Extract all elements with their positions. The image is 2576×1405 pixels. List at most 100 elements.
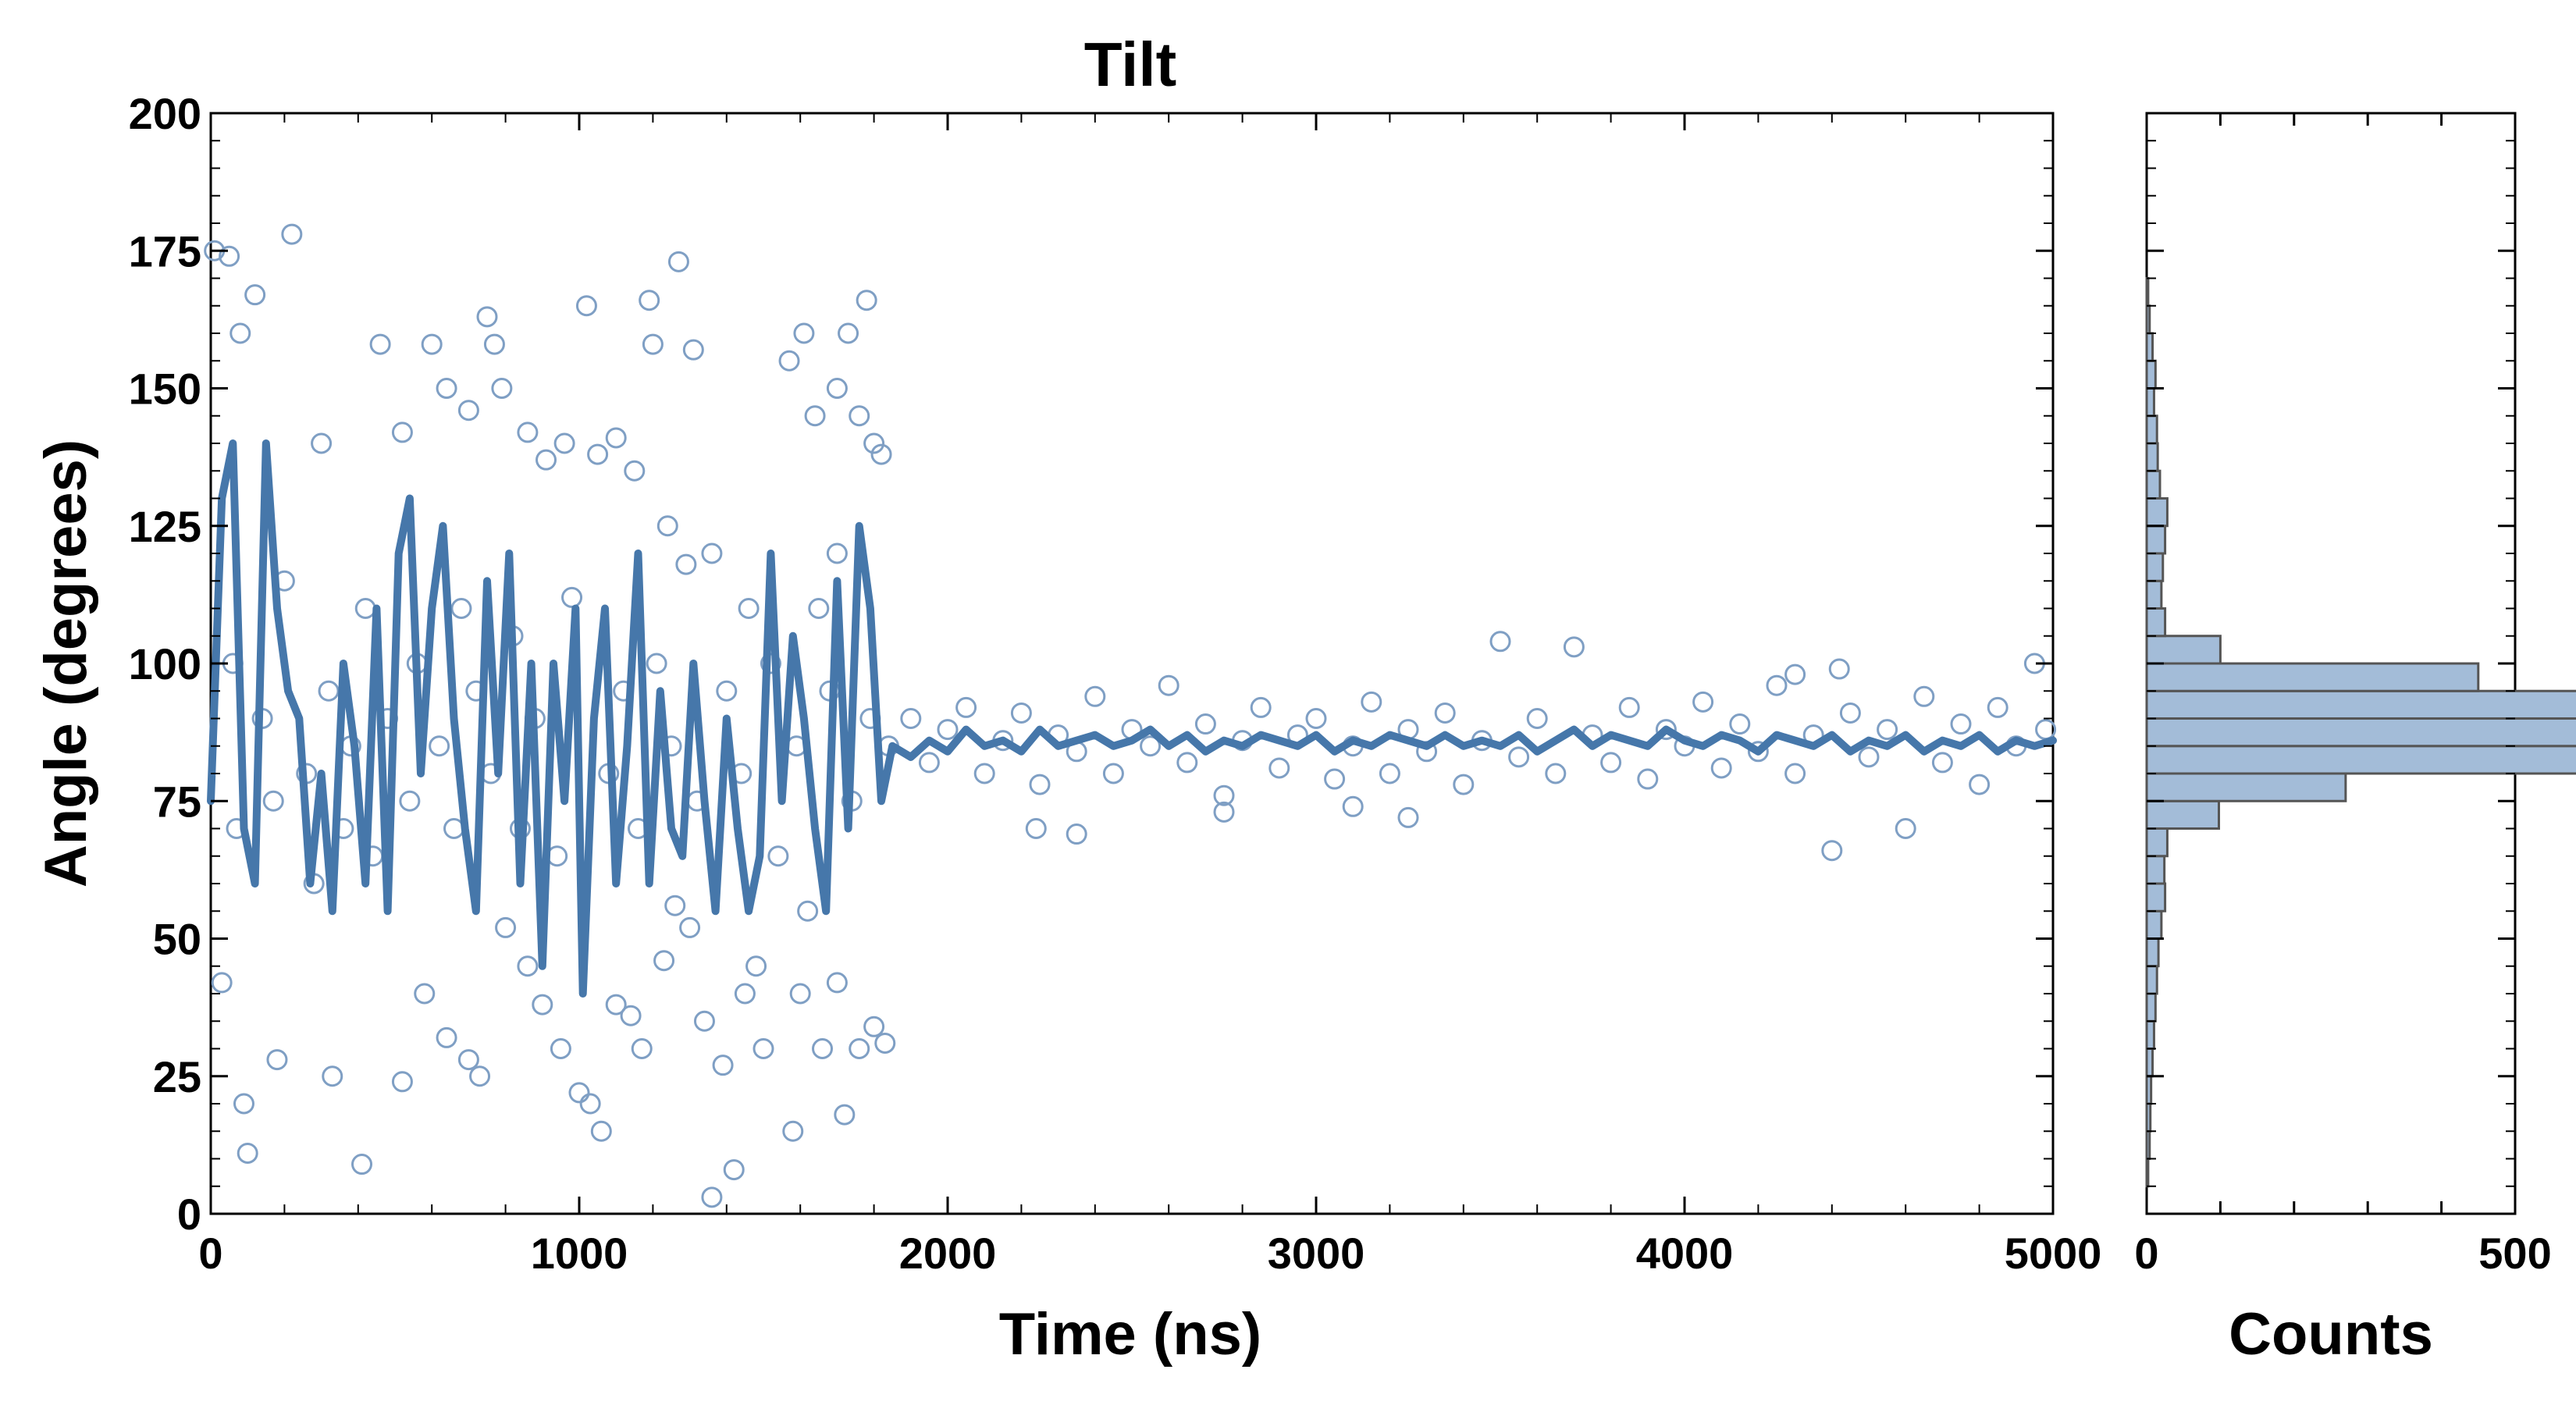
scatter-point (701, 1186, 723, 1208)
scatter-point (354, 598, 376, 619)
histogram-bar (2145, 745, 2576, 775)
scatter-point (1194, 713, 1216, 735)
x-tick-label: 5000 (2005, 1229, 2102, 1278)
scatter-point (1950, 713, 1972, 735)
scatter-point (318, 680, 340, 702)
x-tick-label: 0 (198, 1229, 222, 1278)
scatter-point (517, 955, 539, 977)
scatter-point (639, 290, 660, 311)
scatter-point (1913, 685, 1935, 707)
histogram-bar (2145, 635, 2222, 665)
scatter-point (1877, 719, 1898, 741)
scatter-point (656, 515, 678, 537)
scatter-point (281, 223, 303, 245)
histogram-bar (2145, 552, 2165, 582)
scatter-point (701, 542, 723, 564)
scatter-point (624, 460, 646, 482)
scatter-point (797, 900, 819, 922)
scatter-point (937, 719, 959, 741)
scatter-point (1453, 774, 1475, 795)
main-ticks: 0 1000 2000 3000 4000 5000 0 25 50 75 100 125 150 175… (129, 89, 2102, 1278)
histogram-x-axis-label: Counts (2229, 1301, 2433, 1368)
scatter-point (838, 322, 859, 344)
scatter-point (682, 339, 704, 361)
scatter-point (1895, 818, 1916, 839)
scatter-point (535, 449, 557, 471)
histogram-bar (2145, 497, 2169, 528)
histogram-bar (2145, 855, 2166, 885)
scatter-point (1010, 702, 1032, 724)
scatter-point (804, 405, 826, 427)
scatter-point (1692, 691, 1714, 713)
histogram-bar (2145, 442, 2159, 472)
scatter-point (605, 994, 627, 1016)
histogram-bar (2145, 579, 2163, 610)
scatter-point (793, 322, 815, 344)
histogram-bar (2145, 965, 2158, 995)
x-tick-label: 4000 (1636, 1229, 1734, 1278)
scatter-point (1526, 708, 1548, 729)
scatter-point (738, 598, 760, 619)
scatter-point (826, 542, 848, 564)
histogram-bar (2145, 1129, 2151, 1160)
scatter-point (826, 378, 848, 399)
scatter-point (568, 1082, 590, 1104)
histogram-bar (2145, 525, 2167, 555)
y-tick-label: 200 (129, 89, 201, 138)
histogram-bar (2145, 689, 2576, 720)
histogram-bar (2145, 882, 2167, 912)
scatter-point (436, 1026, 457, 1048)
histogram-bar (2145, 799, 2221, 830)
scatter-point (716, 680, 738, 702)
scatter-point (849, 1038, 870, 1059)
histogram-bar (2145, 469, 2161, 500)
scatter-point (1784, 663, 1806, 685)
histogram-ticks: 0 500 (2134, 112, 2552, 1278)
y-tick-label: 25 (153, 1052, 201, 1101)
scatter-point (229, 322, 251, 344)
scatter-point (266, 1049, 288, 1071)
scatter-point (693, 1010, 715, 1032)
scatter-point (517, 422, 539, 443)
scatter-point (646, 653, 667, 674)
scatter-point (532, 994, 553, 1016)
histogram-bar (2145, 414, 2158, 445)
y-tick-label: 125 (129, 502, 201, 551)
histogram-bar (2145, 277, 2150, 308)
scatter-point (399, 790, 421, 812)
scatter-point (1784, 763, 1806, 784)
histogram-x-tick-label: 0 (2134, 1229, 2158, 1278)
histogram-bar (2145, 607, 2167, 638)
scatter-point (491, 378, 513, 399)
scatter-point (753, 1038, 774, 1059)
scatter-point (1250, 696, 1272, 718)
scatter-point (1637, 768, 1659, 790)
scatter-point (553, 432, 575, 454)
scatter-point (351, 1154, 373, 1176)
scatter-point (1029, 774, 1051, 795)
scatter-point (723, 1159, 745, 1181)
scatter-point (1821, 840, 1843, 862)
histogram-bars (2145, 277, 2576, 1188)
scatter-point (1563, 636, 1585, 658)
scatter-point (575, 295, 597, 317)
scatter-point (1066, 823, 1087, 845)
scatter-point (369, 333, 391, 355)
series-line (207, 439, 2057, 998)
scatter-point (870, 443, 892, 465)
scatter-point (973, 763, 995, 784)
x-axis-label: Time (ns) (999, 1301, 1261, 1368)
scatter-point (262, 790, 284, 812)
scatter-point (457, 1049, 479, 1071)
scatter-point (1213, 801, 1235, 823)
scatter-point (244, 284, 266, 306)
scatter-point (1158, 674, 1179, 696)
scatter-point (1931, 752, 1953, 774)
scatter-point (414, 983, 436, 1005)
scatter-point (918, 752, 940, 774)
x-tick-label: 2000 (899, 1229, 997, 1278)
scatter-point (1747, 741, 1769, 763)
y-tick-label: 75 (153, 777, 201, 826)
scatter-point (767, 845, 789, 867)
